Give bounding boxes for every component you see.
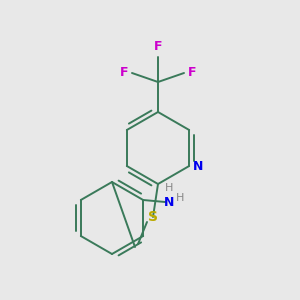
Text: F: F: [154, 40, 162, 53]
Text: N: N: [164, 196, 174, 208]
Text: F: F: [188, 67, 196, 80]
Text: H: H: [176, 193, 184, 203]
Text: S: S: [148, 210, 158, 224]
Text: N: N: [193, 160, 204, 172]
Text: H: H: [165, 183, 173, 193]
Text: F: F: [119, 67, 128, 80]
